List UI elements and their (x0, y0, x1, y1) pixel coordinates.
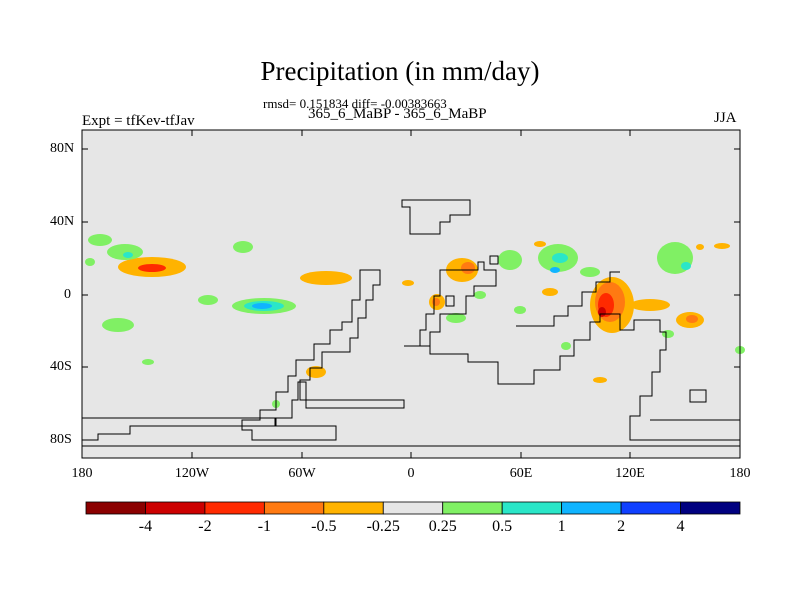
colorbar-swatch (561, 501, 622, 515)
y-tick-label: 80N (50, 141, 75, 156)
y-tick-label: 40N (50, 214, 75, 229)
colorbar-swatch (620, 501, 681, 515)
colorbar-label: -2 (198, 518, 212, 535)
y-tick-label: 0 (64, 287, 71, 302)
colorbar-swatch (323, 501, 384, 515)
colorbar (85, 501, 741, 515)
coastlines (82, 199, 740, 447)
colorbar-label: -4 (138, 518, 153, 535)
axis-ticks (82, 130, 740, 458)
season-label: JJA (714, 110, 737, 126)
colorbar-swatch (204, 501, 265, 515)
colorbar-label: 2 (617, 518, 626, 535)
colorbar-label: 0.25 (428, 518, 457, 535)
colorbar-label: -0.25 (366, 518, 400, 535)
experiment-label: Expt = tfKev-tfJav (82, 113, 195, 129)
anomaly-patches (85, 234, 745, 408)
x-tick-label: 120E (615, 466, 645, 481)
x-tick-label: 0 (407, 466, 415, 481)
x-tick-label: 60E (509, 466, 533, 481)
colorbar-label: -0.5 (311, 518, 337, 535)
x-tick-label: 180 (71, 466, 93, 481)
colorbar-swatch (680, 501, 741, 515)
colorbar-label: 0.5 (492, 518, 513, 535)
colorbar-swatch (145, 501, 206, 515)
colorbar-swatch (85, 501, 146, 515)
y-tick-label: 80S (50, 432, 72, 447)
map-background (82, 130, 740, 458)
colorbar-swatch (382, 501, 444, 515)
plot-subtitle: 365_6_MaBP - 365_6_MaBP (308, 106, 487, 122)
colorbar-swatch (263, 501, 325, 515)
colorbar-label: 1 (557, 518, 566, 535)
x-tick-label: 120W (174, 466, 210, 481)
stats-line: rmsd= 0.151834 diff= -0.00383663 (263, 96, 447, 111)
y-tick-label: 40S (50, 359, 72, 374)
colorbar-label: -1 (257, 518, 272, 535)
x-tick-label: 60W (288, 466, 316, 481)
x-tick-label: 180 (729, 466, 751, 481)
colorbar-label: 4 (676, 518, 685, 535)
colorbar-swatch (442, 501, 503, 515)
plot-title: Precipitation (in mm/day) (260, 56, 540, 86)
colorbar-swatch (501, 501, 563, 515)
